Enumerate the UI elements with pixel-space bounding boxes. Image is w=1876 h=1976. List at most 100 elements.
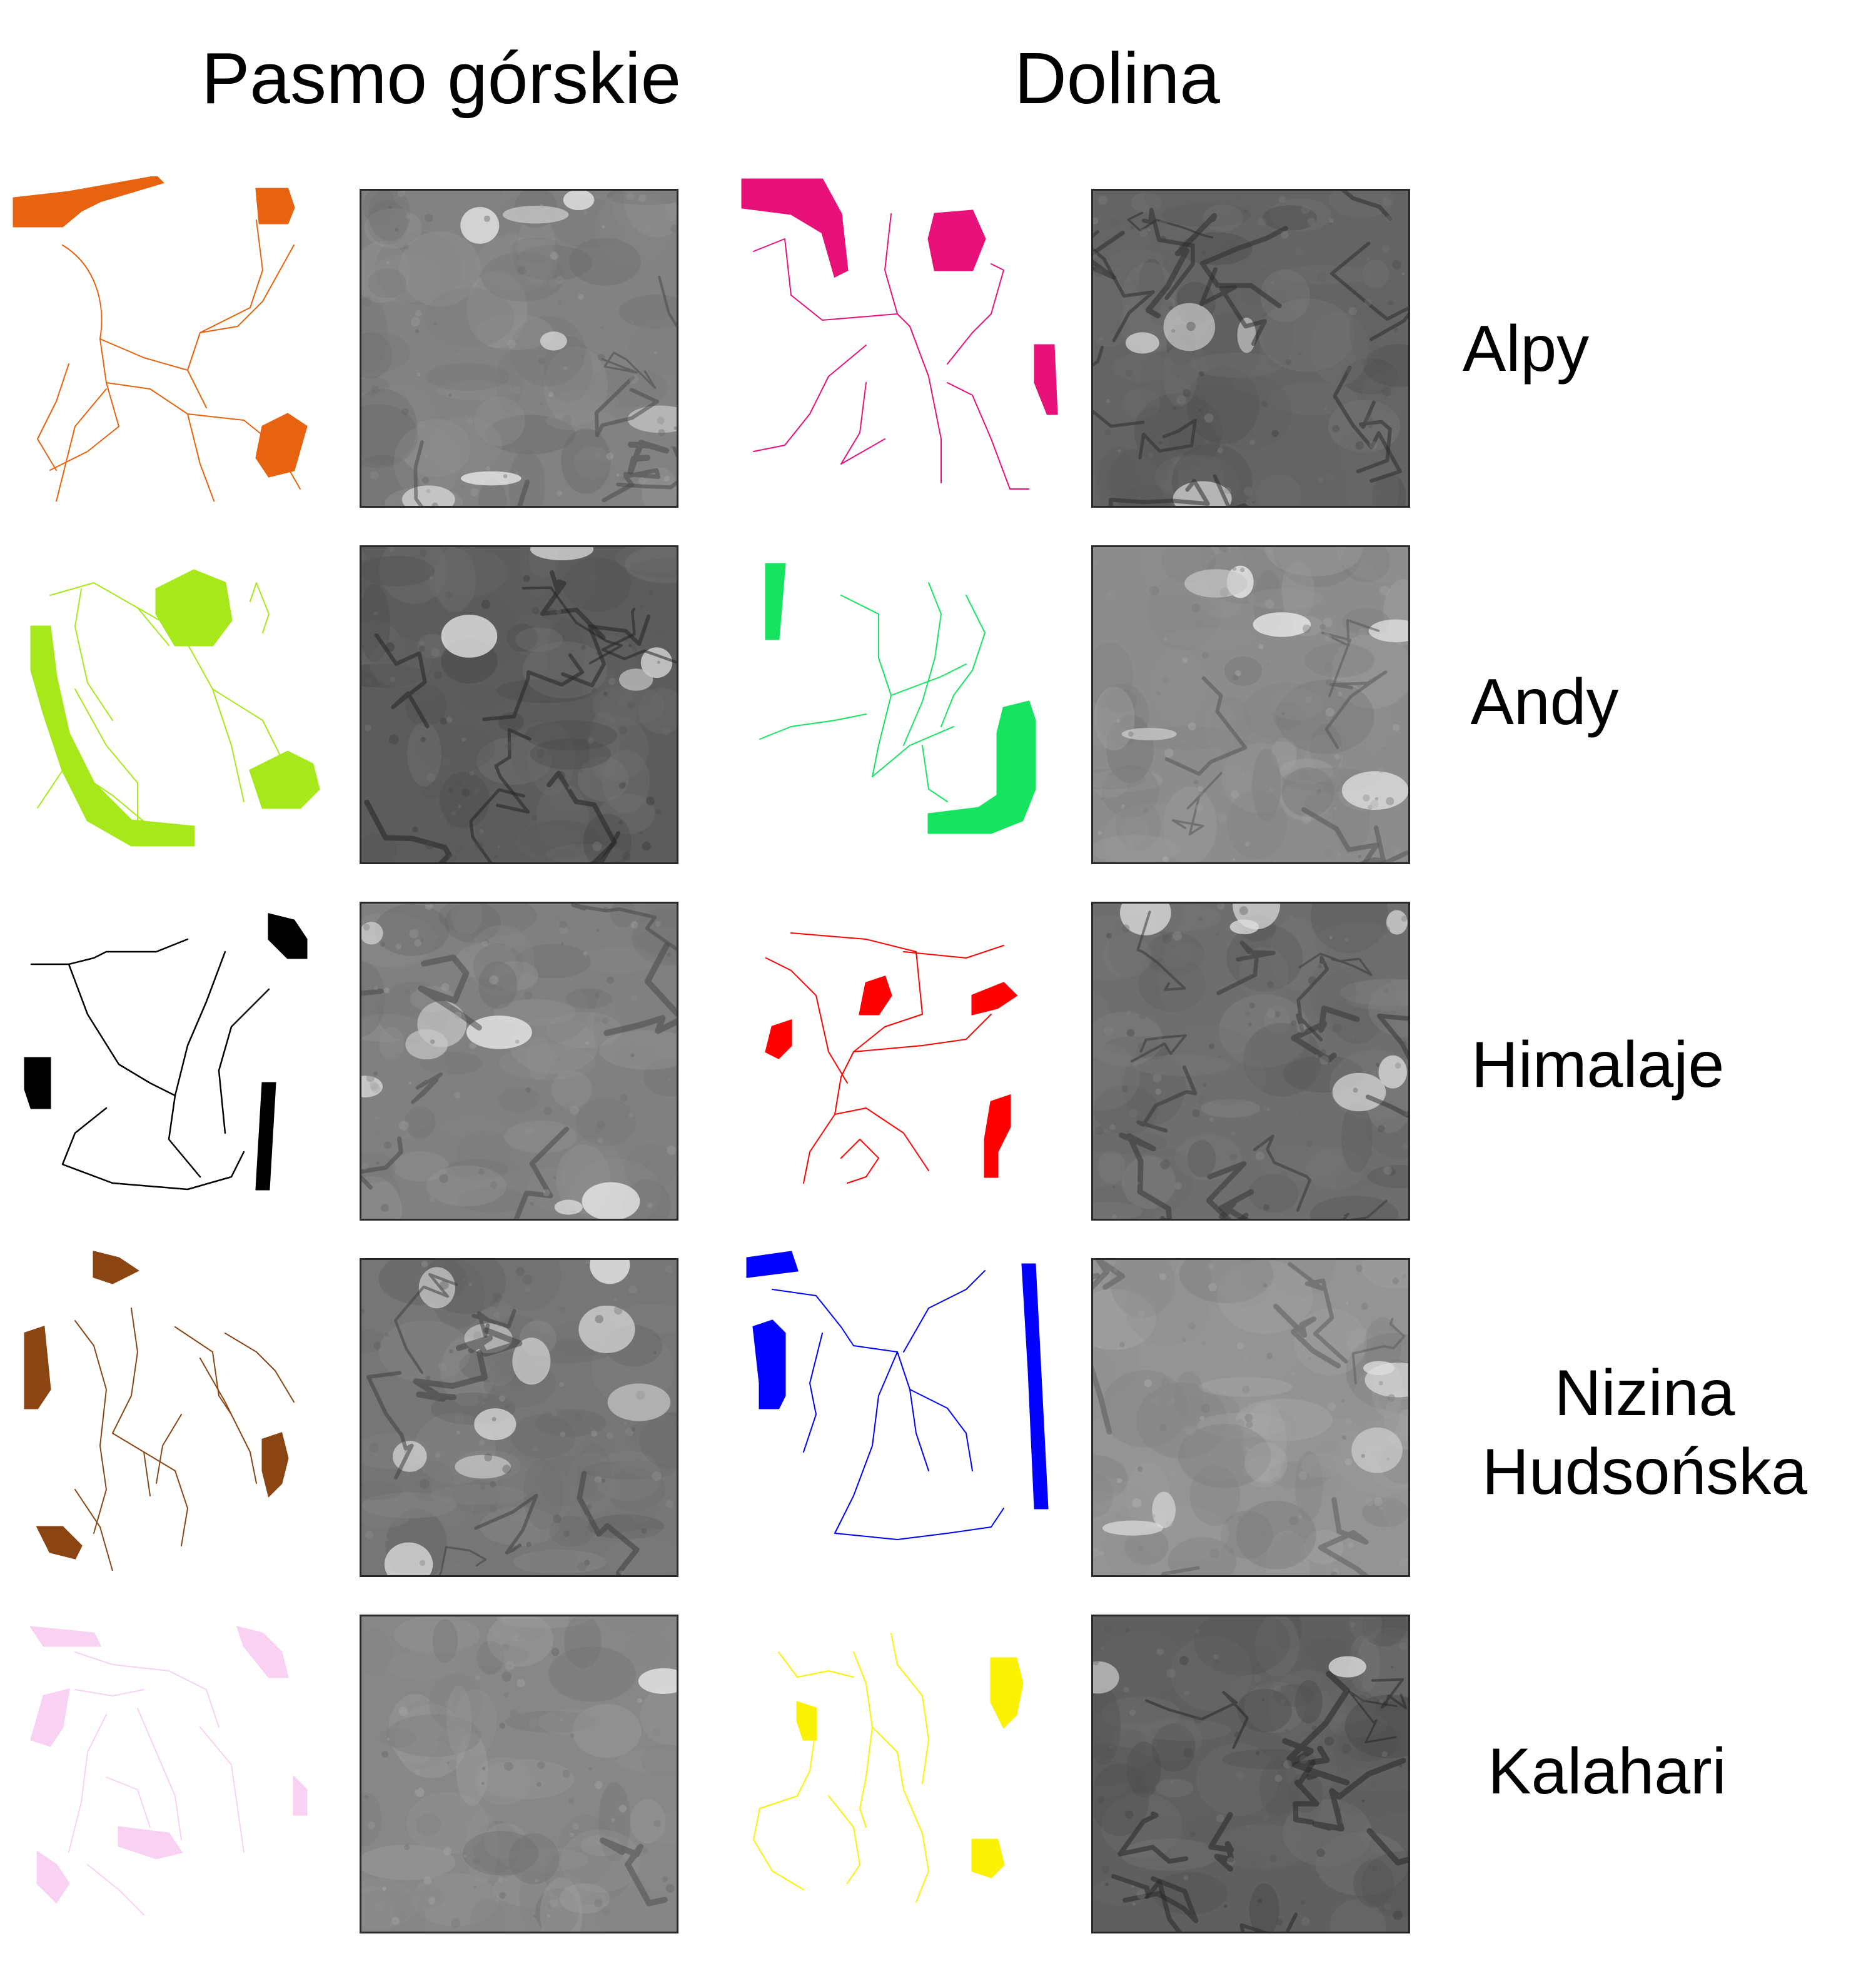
sketch-region xyxy=(984,1094,1011,1178)
sketch-stroke xyxy=(909,326,942,483)
mountain-terrain-image-2 xyxy=(360,545,678,864)
valley-terrain-image-5 xyxy=(1091,1615,1410,1933)
sketch-stroke xyxy=(143,1451,188,1546)
sketch-stroke xyxy=(74,1489,113,1571)
sketch-stroke xyxy=(834,1351,898,1534)
sketch-stroke xyxy=(897,1351,929,1471)
sketch-region xyxy=(765,1019,792,1059)
sketch-stroke xyxy=(840,595,892,777)
valley-sketch-4 xyxy=(741,1246,1066,1571)
valley-sketch-2 xyxy=(741,533,1066,858)
sketch-region xyxy=(118,1826,183,1860)
sketch-stroke xyxy=(759,713,867,740)
sketch-stroke xyxy=(250,582,270,633)
region-label: Nizina Hudsońska xyxy=(1394,1354,1876,1511)
sketch-region xyxy=(36,1850,70,1904)
sketch-region xyxy=(927,209,986,271)
sketch-region xyxy=(971,982,1018,1016)
mountain-sketch-1 xyxy=(13,175,338,527)
sketch-stroke xyxy=(903,582,942,746)
sketch-region xyxy=(268,913,308,959)
valley-terrain-image-4 xyxy=(1091,1258,1410,1577)
valley-sketch-3 xyxy=(741,889,1066,1214)
mountain-sketch-2 xyxy=(13,533,338,858)
sketch-region xyxy=(741,178,849,278)
sketch-stroke xyxy=(156,1414,182,1484)
region-label-line: Hudsońska xyxy=(1481,1436,1808,1508)
sketch-region xyxy=(236,1625,289,1678)
sketch-stroke xyxy=(106,382,219,515)
sketch-stroke xyxy=(99,338,207,408)
sketch-stroke xyxy=(199,1726,245,1853)
sketch-stroke xyxy=(49,388,107,527)
sketch-stroke xyxy=(68,963,201,1178)
sketch-region xyxy=(859,975,892,1016)
sketch-stroke xyxy=(199,244,295,333)
region-label-line: Himalaje xyxy=(1471,1029,1725,1101)
sketch-stroke xyxy=(828,1795,860,1884)
sketch-region xyxy=(24,1325,51,1409)
sketch-region xyxy=(255,413,308,478)
sketch-region xyxy=(796,1700,817,1741)
sketch-stroke xyxy=(853,1014,992,1052)
sketch-stroke xyxy=(941,595,986,727)
region-label-line: Kalahari xyxy=(1488,1735,1727,1808)
region-label: Kalahari xyxy=(1357,1732,1857,1811)
sketch-region xyxy=(261,1432,289,1498)
sketch-stroke xyxy=(106,1777,151,1828)
sketch-region xyxy=(990,1657,1024,1729)
sketch-stroke xyxy=(49,244,119,471)
sketch-stroke xyxy=(87,1864,144,1915)
sketch-stroke xyxy=(840,1139,879,1184)
region-label: Himalaje xyxy=(1348,1026,1848,1104)
sketch-stroke xyxy=(903,945,1004,959)
sketch-stroke xyxy=(772,1289,898,1353)
sketch-region xyxy=(36,1526,83,1560)
mountain-terrain-image-5 xyxy=(360,1615,678,1933)
sketch-stroke xyxy=(174,1326,232,1415)
sketch-region xyxy=(746,1251,799,1278)
sketch-stroke xyxy=(872,726,954,777)
sketch-region xyxy=(30,625,195,847)
valley-sketch-1 xyxy=(741,176,1066,502)
sketch-region xyxy=(249,750,320,809)
region-label-line: Alpy xyxy=(1462,313,1590,385)
sketch-stroke xyxy=(778,1651,854,1678)
sketch-stroke xyxy=(224,1333,295,1403)
sketch-region xyxy=(1034,344,1058,415)
sketch-stroke xyxy=(199,1358,257,1484)
sketch-region xyxy=(24,1057,51,1109)
region-label-line: Andy xyxy=(1470,666,1619,738)
region-label: Andy xyxy=(1294,663,1795,742)
mountain-terrain-image-1 xyxy=(360,189,678,508)
sketch-stroke xyxy=(137,1708,182,1840)
sketch-stroke xyxy=(753,1726,817,1890)
sketch-stroke xyxy=(903,1270,986,1353)
sketch-stroke xyxy=(74,588,113,721)
sketch-stroke xyxy=(61,1107,245,1191)
sketch-stroke xyxy=(187,219,263,371)
sketch-stroke xyxy=(30,938,189,965)
sketch-region xyxy=(765,563,786,640)
sketch-stroke xyxy=(218,988,270,1134)
sketch-stroke xyxy=(947,382,1029,490)
sketch-region xyxy=(1021,1263,1049,1510)
sketch-region xyxy=(752,1319,786,1409)
sketch-stroke xyxy=(840,382,885,465)
region-label: Alpy xyxy=(1276,310,1776,388)
sketch-stroke xyxy=(853,1651,873,1828)
sketch-region xyxy=(29,1626,102,1647)
region-label-line: Nizina xyxy=(1554,1357,1735,1429)
header-valley: Dolina xyxy=(1014,38,1220,119)
sketch-stroke xyxy=(174,950,226,1097)
mountain-sketch-3 xyxy=(13,889,338,1214)
valley-terrain-image-3 xyxy=(1091,902,1410,1221)
sketch-stroke xyxy=(947,263,1004,365)
sketch-region xyxy=(155,569,233,647)
sketch-stroke xyxy=(74,1651,219,1728)
valley-sketch-5 xyxy=(741,1602,1066,1927)
sketch-stroke xyxy=(68,1714,107,1853)
mountain-terrain-image-4 xyxy=(360,1258,678,1577)
sketch-stroke xyxy=(803,1333,823,1453)
sketch-stroke xyxy=(49,582,169,646)
